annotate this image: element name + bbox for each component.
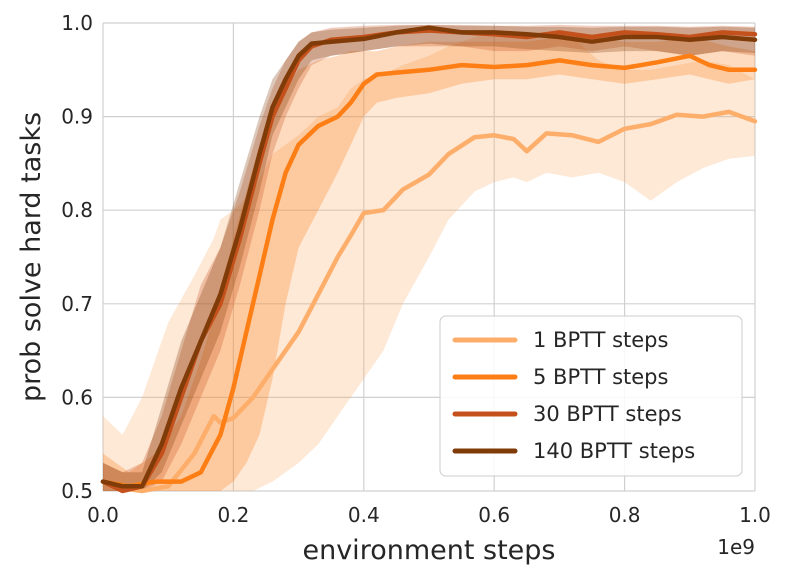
series-lines [100, 25, 758, 494]
y-tick-label: 0.5 [61, 479, 93, 503]
x-tick-labels: 0.0 0.2 0.4 0.6 0.8 1.0 [87, 503, 771, 527]
y-tick-label: 0.8 [61, 198, 93, 222]
y-tick-label: 1.0 [61, 11, 93, 35]
legend-label: 1 BPTT steps [533, 328, 668, 352]
legend-label: 140 BPTT steps [533, 439, 695, 463]
line-series-4 [100, 25, 758, 489]
x-tick-label: 0.0 [87, 503, 119, 527]
y-tick-label: 0.7 [61, 292, 93, 316]
y-tick-labels: 0.5 0.6 0.7 0.8 0.9 1.0 [61, 11, 93, 503]
y-axis-label: prob solve hard tasks [16, 112, 47, 402]
x-tick-label: 1.0 [739, 503, 771, 527]
x-tick-label: 0.4 [348, 503, 380, 527]
legend-box [439, 315, 743, 477]
legend-label: 5 BPTT steps [533, 365, 668, 389]
y-tick-label: 0.9 [61, 105, 93, 129]
x-axis-multiplier: 1e9 [717, 535, 755, 559]
line-series-1 [100, 109, 758, 494]
x-axis-label: environment steps [302, 535, 555, 566]
x-tick-label: 0.2 [217, 503, 249, 527]
y-tick-label: 0.6 [61, 385, 93, 409]
legend-label: 30 BPTT steps [533, 402, 682, 426]
x-tick-label: 0.6 [478, 503, 510, 527]
line-series-2 [100, 53, 758, 489]
x-tick-label: 0.8 [609, 503, 641, 527]
legend: 1 BPTT steps 5 BPTT steps 30 BPTT steps 140… [439, 315, 743, 477]
legend-entries: 1 BPTT steps 5 BPTT steps 30 BPTT steps 140… [452, 328, 695, 463]
